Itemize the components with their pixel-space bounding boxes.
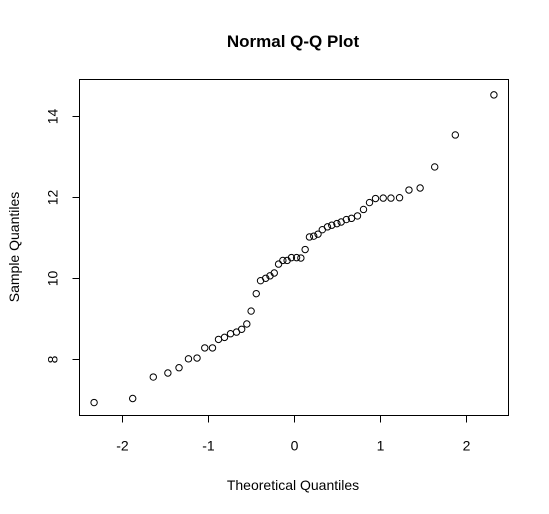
data-point xyxy=(431,163,439,171)
data-point xyxy=(184,355,193,363)
data-point xyxy=(305,233,314,241)
data-point xyxy=(416,184,424,192)
data-point xyxy=(292,253,301,262)
x-tick-label: -2 xyxy=(116,438,129,454)
data-point xyxy=(193,354,201,362)
data-point xyxy=(237,325,246,333)
plot-frame xyxy=(79,79,509,416)
data-point xyxy=(371,194,380,203)
x-tick-label: 2 xyxy=(463,438,471,454)
data-point xyxy=(287,253,296,262)
data-points xyxy=(90,91,498,407)
y-tick-label: 14 xyxy=(44,109,60,125)
data-point xyxy=(164,369,172,377)
data-point xyxy=(243,320,251,328)
y-tick-label: 10 xyxy=(44,271,60,287)
data-point xyxy=(214,335,223,344)
data-point xyxy=(274,260,283,268)
data-point xyxy=(149,373,157,381)
data-point xyxy=(353,212,362,220)
data-point xyxy=(490,91,498,99)
y-tick-label: 8 xyxy=(44,355,60,363)
data-point xyxy=(201,344,209,352)
data-point xyxy=(379,194,387,202)
x-tick-label: 1 xyxy=(377,438,385,454)
y-axis: 8 10 12 14 xyxy=(44,109,80,363)
data-point xyxy=(279,256,287,265)
chart-title: Normal Q-Q Plot xyxy=(227,32,360,51)
data-point xyxy=(270,269,278,277)
y-axis-label: Sample Quantiles xyxy=(6,192,22,303)
data-point xyxy=(301,245,309,254)
data-point xyxy=(323,223,332,231)
data-point xyxy=(347,214,356,223)
data-point xyxy=(175,364,183,372)
data-point xyxy=(387,194,395,202)
data-point xyxy=(359,205,368,214)
data-point xyxy=(128,394,137,403)
data-point xyxy=(451,131,460,139)
data-point xyxy=(310,232,318,240)
data-point xyxy=(220,333,229,342)
x-axis-label: Theoretical Quantiles xyxy=(227,477,359,493)
data-point xyxy=(261,274,270,282)
data-point xyxy=(314,230,322,238)
data-point xyxy=(342,215,351,224)
data-point xyxy=(297,254,305,262)
data-point xyxy=(247,307,255,315)
x-tick-label: 0 xyxy=(291,438,299,454)
x-tick-label: -1 xyxy=(202,438,215,454)
y-tick-label: 12 xyxy=(44,190,60,206)
data-point xyxy=(226,330,235,338)
data-point xyxy=(333,219,341,228)
data-point xyxy=(328,221,336,229)
x-axis: -2 -1 0 1 2 xyxy=(116,415,471,454)
data-point xyxy=(208,344,217,352)
data-point xyxy=(252,289,260,298)
data-point xyxy=(365,198,374,207)
data-point xyxy=(90,398,98,407)
data-point xyxy=(395,194,404,202)
data-point xyxy=(405,186,413,194)
